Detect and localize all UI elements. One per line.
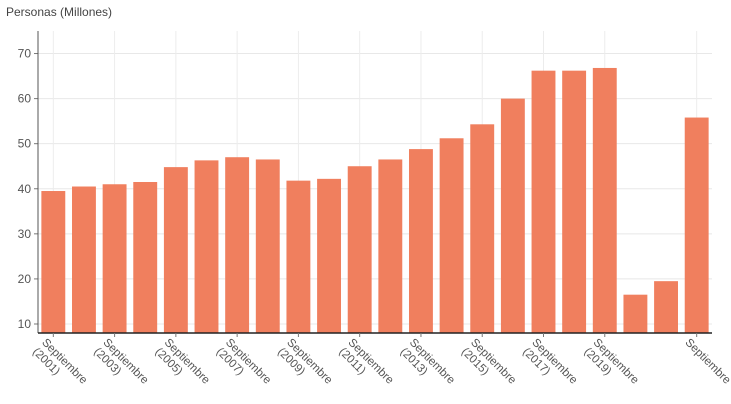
y-tick-label: 10 — [18, 317, 32, 331]
bar — [531, 70, 556, 333]
x-tick-label: Septiembre(2005) — [153, 337, 212, 396]
bar — [194, 160, 219, 333]
bar — [133, 182, 158, 333]
bar — [225, 157, 250, 333]
bar — [439, 138, 464, 333]
bar — [592, 67, 617, 334]
x-tick-label: Septiembre(2009) — [275, 337, 334, 396]
x-tick-label: Septiembre(2011) — [336, 337, 395, 396]
y-tick-label: 40 — [18, 182, 32, 196]
bar — [347, 166, 372, 333]
bar — [684, 117, 709, 334]
bar — [409, 149, 433, 333]
x-tick-label: Septiembre(2019) — [581, 337, 640, 396]
bar — [102, 184, 127, 333]
axis-layer — [34, 31, 712, 337]
bar — [255, 159, 280, 333]
x-tick-label: Septiembre(2007) — [214, 337, 273, 396]
bar — [654, 281, 678, 333]
y-axis-label: Personas (Millones) — [6, 5, 112, 19]
bar — [378, 159, 403, 333]
x-tick-label: Septiembre — [683, 337, 731, 387]
bar — [41, 191, 66, 333]
bar — [623, 294, 648, 333]
bar-layer — [41, 67, 709, 334]
y-tick-label: 60 — [18, 92, 32, 106]
bar — [562, 70, 587, 333]
y-tick-label: 30 — [18, 227, 32, 241]
x-tick-label: Septiembre(2003) — [91, 337, 150, 396]
bar — [72, 186, 96, 333]
x-tick-label: Septiembre(2001) — [30, 337, 89, 396]
x-tick-label: Septiembre(2013) — [398, 337, 457, 396]
y-tick-label: 50 — [18, 137, 32, 151]
bar — [317, 178, 341, 333]
y-tick-label: 20 — [18, 272, 32, 286]
bar — [470, 124, 495, 333]
bar — [500, 98, 525, 333]
x-tick-label: Septiembre(2017) — [520, 337, 579, 396]
x-tick-label: Septiembre(2015) — [459, 337, 518, 396]
bar — [163, 167, 188, 333]
bar — [286, 180, 311, 333]
y-tick-label: 70 — [18, 47, 32, 61]
